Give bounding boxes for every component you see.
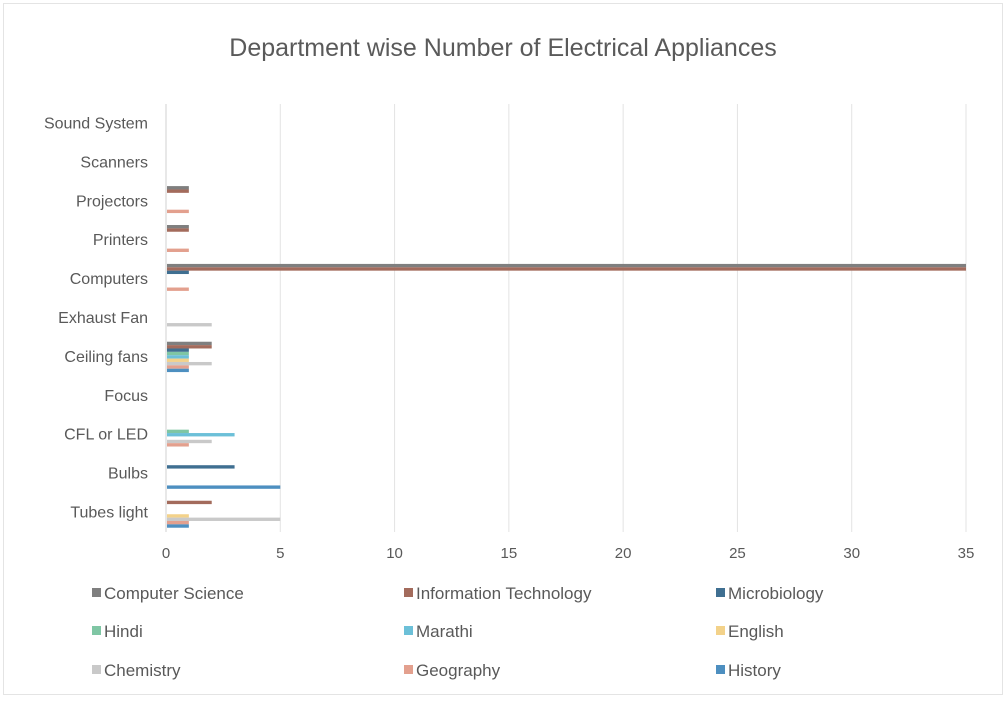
bar xyxy=(167,439,212,444)
x-tick-label: 35 xyxy=(958,545,975,562)
x-tick-label: 0 xyxy=(162,545,170,562)
bar xyxy=(167,186,189,190)
legend-swatch xyxy=(716,626,725,635)
bar xyxy=(167,267,966,271)
legend-label: English xyxy=(728,622,784,641)
bar xyxy=(167,345,212,349)
chart-canvas: 0 5 10 15 20 25 30 35 Tubes light Bulbs CFL or LED… xyxy=(44,104,974,680)
category-label: CFL or LED xyxy=(64,427,148,444)
gridlines xyxy=(279,104,967,532)
x-tick-label: 5 xyxy=(276,545,284,562)
category-label: Projectors xyxy=(76,193,148,210)
legend-label: Computer Science xyxy=(104,584,244,603)
legend-swatch xyxy=(716,588,725,597)
category-label: Scanners xyxy=(80,154,148,171)
legend-label: Chemistry xyxy=(104,661,181,680)
x-tick-label: 10 xyxy=(386,545,403,562)
legend-label: Marathi xyxy=(416,622,473,641)
bar xyxy=(167,465,235,469)
bar xyxy=(167,287,189,291)
category-label: Bulbs xyxy=(108,466,148,483)
bar xyxy=(167,524,189,528)
legend-swatch xyxy=(92,626,101,635)
legend-swatch xyxy=(716,665,725,674)
legend-swatch xyxy=(404,626,413,635)
bar xyxy=(167,348,189,352)
bar xyxy=(167,355,189,359)
bar xyxy=(167,209,189,214)
x-tick-label: 30 xyxy=(843,545,860,562)
axis: 0 5 10 15 20 25 30 35 Tubes light Bulbs CFL or LED… xyxy=(44,104,974,562)
bar xyxy=(167,225,189,229)
bars xyxy=(167,186,966,528)
category-label: Focus xyxy=(104,388,148,405)
legend: Computer Science Information Technology Mi… xyxy=(92,584,824,680)
x-tick-label: 15 xyxy=(501,545,518,562)
bar xyxy=(167,514,189,518)
legend-label: Hindi xyxy=(104,622,143,641)
bar xyxy=(167,500,212,505)
x-tick-label: 25 xyxy=(729,545,746,562)
bar xyxy=(167,341,212,346)
legend-label: Information Technology xyxy=(416,584,592,603)
legend-swatch xyxy=(92,665,101,674)
legend-label: History xyxy=(728,661,781,680)
bar xyxy=(167,368,189,373)
bar xyxy=(167,189,189,193)
category-label: Exhaust Fan xyxy=(58,310,148,327)
bar xyxy=(167,358,189,362)
legend-label: Geography xyxy=(416,661,501,680)
chart-title: Department wise Number of Electrical App… xyxy=(229,34,777,62)
legend-swatch xyxy=(404,665,413,674)
bar xyxy=(167,365,189,369)
bar xyxy=(167,351,189,356)
category-label: Sound System xyxy=(44,115,148,132)
category-label: Tubes light xyxy=(70,505,148,522)
bar xyxy=(167,520,189,525)
chart: Department wise Number of Electrical App… xyxy=(3,3,1003,695)
bar xyxy=(167,263,966,268)
category-label: Computers xyxy=(70,271,148,288)
bar xyxy=(167,429,189,434)
bar xyxy=(167,228,189,232)
bar xyxy=(167,248,189,252)
bar xyxy=(167,323,212,327)
bar xyxy=(167,361,212,366)
legend-label: Microbiology xyxy=(728,584,824,603)
x-tick-label: 20 xyxy=(615,545,632,562)
bar xyxy=(167,517,281,521)
legend-swatch xyxy=(92,588,101,597)
bar xyxy=(167,485,281,489)
bar xyxy=(167,270,189,275)
bar xyxy=(167,443,189,447)
category-label: Ceiling fans xyxy=(64,349,148,366)
legend-swatch xyxy=(404,588,413,597)
category-label: Printers xyxy=(93,232,148,249)
bar xyxy=(167,433,235,437)
